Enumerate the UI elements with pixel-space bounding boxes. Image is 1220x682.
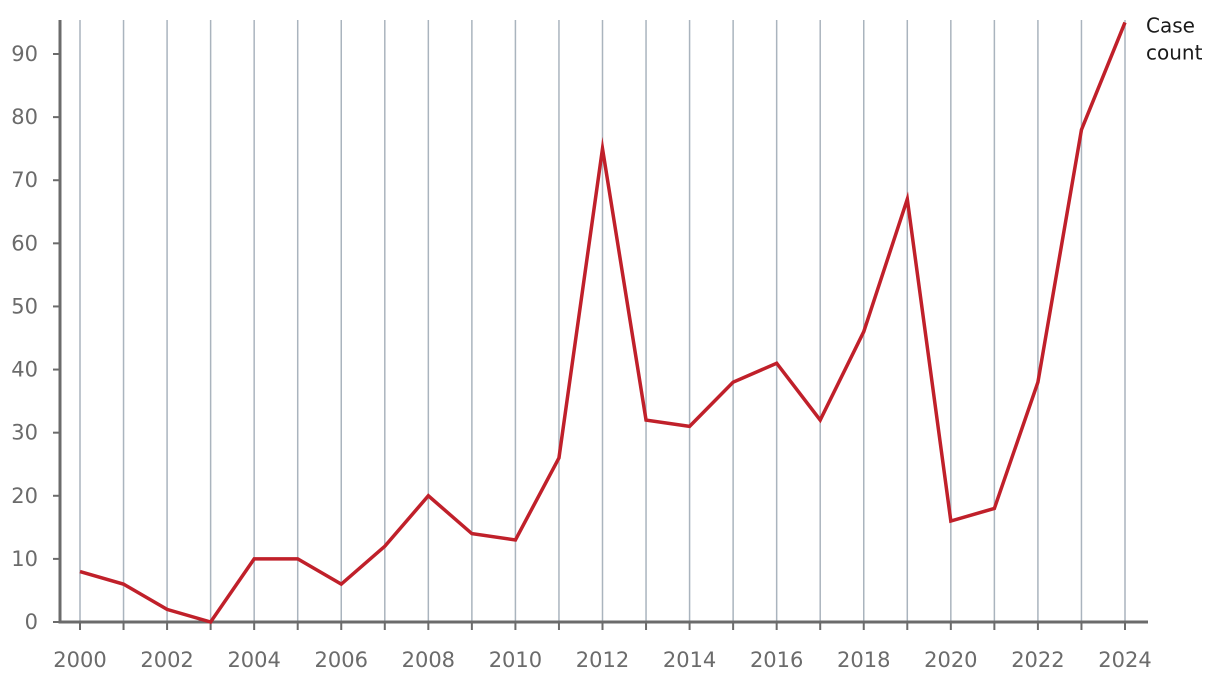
y-tick-label: 40	[11, 358, 38, 382]
x-tick-label: 2014	[663, 648, 716, 672]
x-tick-label: 2012	[576, 648, 629, 672]
series-label: Case count	[1146, 13, 1203, 64]
y-axis-ticks: 0 10 20 30 40 50 60 70 80 90	[11, 42, 60, 634]
y-tick-label: 50	[11, 294, 38, 318]
y-tick-label: 60	[11, 231, 38, 255]
x-tick-label: 2008	[402, 648, 455, 672]
x-tick-label: 2000	[53, 648, 106, 672]
series-group	[79, 21, 1127, 625]
x-tick-label: 2020	[924, 648, 977, 672]
x-tick-label: 2004	[227, 648, 280, 672]
y-tick-label: 90	[11, 42, 38, 66]
y-tick-label: 70	[11, 168, 38, 192]
x-tick-label: 2002	[140, 648, 193, 672]
y-tick-label: 30	[11, 421, 38, 445]
y-tick-label: 80	[11, 105, 38, 129]
y-tick-label: 20	[11, 484, 38, 508]
y-tick-label: 10	[11, 547, 38, 571]
grid-lines	[79, 20, 1126, 622]
y-tick-label: 0	[25, 610, 38, 634]
x-tick-label: 2024	[1098, 648, 1151, 672]
x-tick-label: 2022	[1011, 648, 1064, 672]
x-tick-label: 2006	[315, 648, 368, 672]
x-tick-label: 2016	[750, 648, 803, 672]
series-label-line-2: count	[1146, 40, 1203, 64]
x-tick-label: 2010	[489, 648, 542, 672]
x-axis-ticks: 2000 2002 2004 2006 2008 2010 2012 2014 2016 2018…	[53, 622, 1152, 672]
x-tick-label: 2018	[837, 648, 890, 672]
series-label-line-1: Case	[1146, 13, 1195, 37]
